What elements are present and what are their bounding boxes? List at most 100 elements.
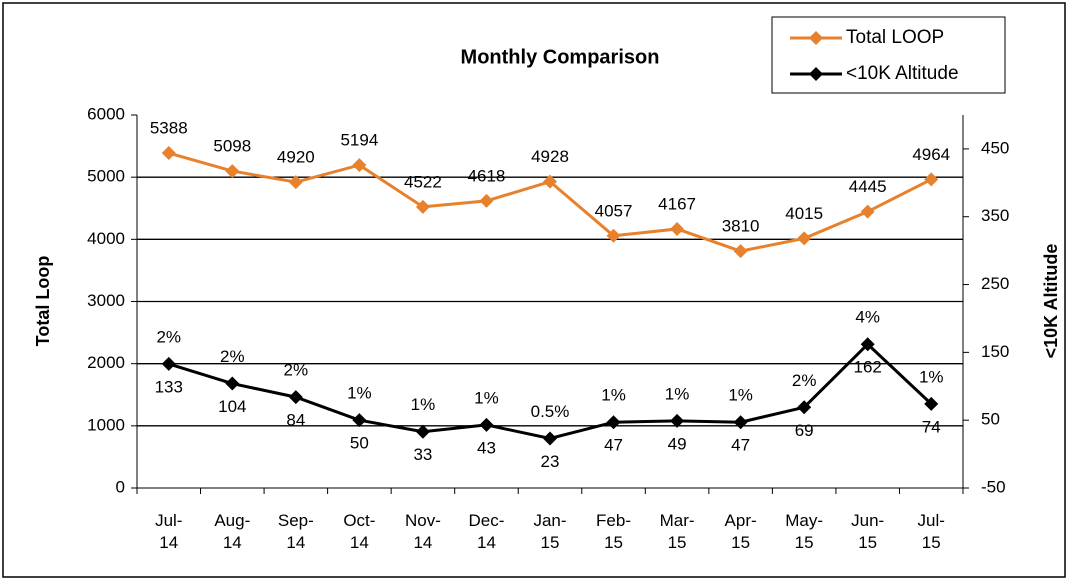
y-axis-title: Total Loop [33,256,53,347]
x-tick-label: Jul-14 [155,511,183,552]
x-tick-label: Oct-14 [343,511,376,552]
marker [288,390,303,405]
y-tick-label: 0 [116,477,125,496]
legend-label: Total LOOP [846,27,944,48]
data-label: 47 [604,436,623,455]
y-tick-label: 2000 [87,353,125,372]
legend-label: <10K Altitude [846,63,959,84]
y2-tick-label: 450 [981,138,1009,157]
marker [543,431,557,446]
x-tick-label: Jun-15 [851,511,885,552]
marker [543,174,557,189]
marker [860,204,875,219]
x-tick-label: Jul-15 [917,511,945,552]
marker [415,424,430,439]
legend-marker [809,67,823,81]
data-label: 4015 [785,204,823,223]
x-tick-label: Mar-15 [659,511,695,552]
data-label: 4167 [658,194,696,213]
marker [352,158,367,173]
y2-tick-label: 50 [981,410,1000,429]
x-tick-label: Sep-14 [277,511,314,552]
marker [479,193,494,208]
x-tick-label: Jan-15 [533,511,567,552]
x-tick-label: May-15 [785,511,824,552]
marker [860,337,875,352]
legend-box [771,16,1006,94]
data-label: 23 [541,452,560,471]
marker [670,413,685,428]
marker [797,400,812,415]
y2-tick-label: -50 [981,477,1006,496]
x-tick-label: Dec-14 [468,511,505,552]
marker [606,415,621,430]
data-label: 49 [668,434,687,453]
data-label: 69 [795,421,814,440]
data-label: 74 [922,417,941,436]
marker [797,231,812,246]
data-label: 162 [854,358,882,377]
y2-tick-label: 250 [981,274,1009,293]
data-label: 4964 [912,145,950,164]
percent-label: 1% [474,388,499,407]
y2-axis-title: <10K Altitude [1041,244,1061,359]
y-tick-label: 6000 [87,104,125,123]
marker [479,417,494,432]
data-label: 133 [155,377,183,396]
percent-label: 1% [665,384,690,403]
y-tick-label: 1000 [87,415,125,434]
marker [415,199,430,214]
marker [733,415,748,430]
percent-label: 2% [156,327,181,346]
percent-label: 2% [284,361,309,380]
marker [924,172,939,187]
y2-tick-label: 350 [981,206,1009,225]
data-label: 5194 [340,131,378,150]
marker [161,356,176,371]
percent-label: 1% [919,367,944,386]
marker [352,413,367,428]
data-label: 5098 [213,137,251,156]
marker [670,221,685,236]
marker [225,164,240,179]
marker [161,146,176,161]
data-label: 4928 [531,147,569,166]
percent-label: 4% [855,308,880,327]
x-tick-label: Nov-14 [404,511,441,552]
data-label: 43 [477,438,496,457]
marker [225,376,240,391]
data-label: 3810 [722,217,760,236]
marker [606,228,621,243]
data-label: 4920 [277,148,315,167]
data-label: 4445 [849,177,887,196]
marker [924,396,939,411]
x-tick-label: Aug-14 [214,511,251,552]
x-tick-label: Apr-15 [724,511,757,552]
percent-label: 0.5% [531,402,570,421]
data-label: 50 [350,434,369,453]
legend-marker [809,31,823,45]
data-label: 33 [413,445,432,464]
data-label: 84 [286,411,305,430]
data-label: 4057 [595,201,633,220]
percent-label: 1% [411,395,436,414]
marker [733,244,748,259]
marker [288,175,303,190]
percent-label: 1% [601,386,626,405]
data-label: 5388 [150,119,188,138]
data-label: 47 [731,436,750,455]
y2-tick-label: 150 [981,342,1009,361]
data-label: 4618 [468,166,506,185]
data-label: 104 [218,397,246,416]
y-tick-label: 4000 [87,229,125,248]
percent-label: 1% [347,384,372,403]
data-label: 4522 [404,172,442,191]
y-tick-label: 5000 [87,167,125,186]
y-tick-label: 3000 [87,291,125,310]
chart-title: Monthly Comparison [461,46,660,68]
x-tick-label: Feb-15 [596,511,632,552]
percent-label: 2% [792,371,817,390]
